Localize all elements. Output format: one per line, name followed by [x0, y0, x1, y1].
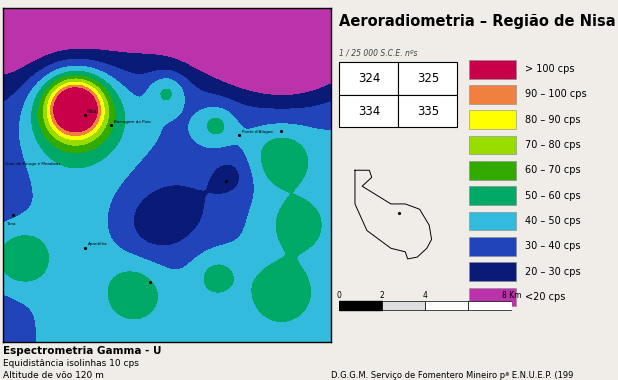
- Text: Apontilha: Apontilha: [88, 242, 108, 246]
- Text: Nisa: Nisa: [87, 109, 97, 114]
- Text: 325: 325: [417, 72, 439, 85]
- Text: Aeroradiometria – Região de Nisa: Aeroradiometria – Região de Nisa: [339, 14, 616, 29]
- Text: Barragem do Poio: Barragem do Poio: [114, 120, 151, 124]
- Bar: [468, 301, 512, 310]
- Text: 2: 2: [379, 291, 384, 300]
- Text: 334: 334: [358, 105, 380, 117]
- Bar: [339, 301, 382, 310]
- Bar: [399, 95, 457, 127]
- Text: Ponte d'Alagoa: Ponte d'Alagoa: [242, 130, 273, 134]
- Text: D.G.G.M. Serviço de Fomentero Mineiro pª E.N.U.E.P. (199: D.G.G.M. Serviço de Fomentero Mineiro pª…: [331, 370, 573, 380]
- Text: 335: 335: [417, 105, 439, 117]
- Bar: [468, 212, 517, 230]
- Text: 70 – 80 cps: 70 – 80 cps: [525, 140, 580, 150]
- Text: Tana: Tana: [6, 222, 16, 226]
- Bar: [468, 161, 517, 180]
- Text: 60 – 70 cps: 60 – 70 cps: [525, 165, 580, 176]
- Bar: [339, 95, 399, 127]
- Text: Equidistância isolinhas 10 cps: Equidistância isolinhas 10 cps: [3, 359, 139, 368]
- Bar: [468, 262, 517, 281]
- Text: 4: 4: [423, 291, 428, 300]
- Text: 20 – 30 cps: 20 – 30 cps: [525, 267, 580, 277]
- Text: 30 – 40 cps: 30 – 40 cps: [525, 241, 580, 251]
- Text: 0: 0: [336, 291, 341, 300]
- Bar: [468, 60, 517, 79]
- Text: 80 – 90 cps: 80 – 90 cps: [525, 115, 580, 125]
- Bar: [468, 237, 517, 256]
- Text: 8 Km: 8 Km: [502, 291, 522, 300]
- Text: 1 / 25 000 S.C.E. nºs: 1 / 25 000 S.C.E. nºs: [339, 49, 418, 58]
- Text: Espectrometria Gamma - U: Espectrometria Gamma - U: [3, 346, 161, 356]
- Text: Altitude de võo 120 m: Altitude de võo 120 m: [3, 370, 104, 380]
- Bar: [468, 85, 517, 104]
- Bar: [399, 62, 457, 95]
- Text: 50 – 60 cps: 50 – 60 cps: [525, 191, 580, 201]
- Text: > 100 cps: > 100 cps: [525, 64, 574, 74]
- Bar: [382, 301, 425, 310]
- Text: 90 – 100 cps: 90 – 100 cps: [525, 89, 586, 100]
- Text: Gam de Pinuge e Meadows: Gam de Pinuge e Meadows: [5, 162, 60, 166]
- Text: 40 – 50 cps: 40 – 50 cps: [525, 216, 580, 226]
- Bar: [468, 110, 517, 129]
- Bar: [468, 288, 517, 306]
- Text: <20 cps: <20 cps: [525, 292, 565, 302]
- Bar: [339, 62, 399, 95]
- Bar: [468, 136, 517, 155]
- Bar: [425, 301, 468, 310]
- Bar: [468, 186, 517, 205]
- Text: 324: 324: [358, 72, 380, 85]
